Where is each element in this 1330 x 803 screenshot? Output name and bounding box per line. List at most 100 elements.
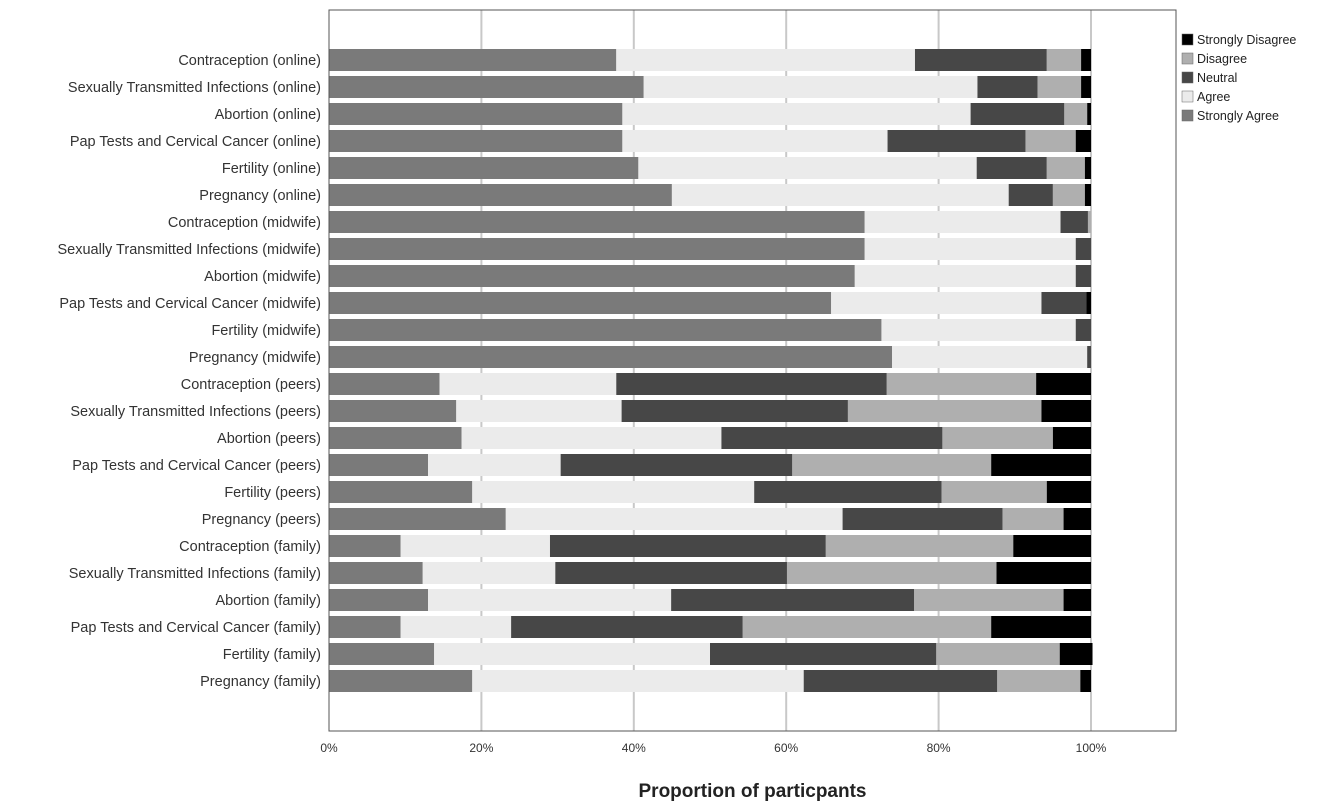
category-label: Sexually Transmitted Infections (peers)	[70, 404, 321, 420]
bar-segment-strongly-disagree	[1052, 427, 1091, 449]
legend-swatch	[1181, 90, 1194, 103]
legend-swatch	[1181, 71, 1194, 84]
bar-segment-strongly-agree	[329, 508, 506, 530]
bar-segment-strongly-agree	[329, 49, 617, 71]
bar-segment-disagree	[886, 373, 1037, 395]
category-label: Pregnancy (online)	[199, 188, 321, 204]
bar-segment-strongly-agree	[329, 346, 893, 368]
category-label: Pap Tests and Cervical Cancer (midwife)	[59, 296, 321, 312]
bar-segment-neutral	[1087, 346, 1091, 368]
legend-label: Strongly Disagree	[1197, 33, 1296, 47]
category-label: Fertility (midwife)	[211, 323, 321, 339]
bar-segment-disagree	[1002, 508, 1064, 530]
x-tick-label: 0%	[320, 741, 338, 755]
bar-segment-disagree	[1087, 211, 1091, 233]
bar-segment-agree	[472, 481, 755, 503]
bar-segment-agree	[864, 211, 1061, 233]
bar-segment-neutral	[1041, 292, 1087, 314]
bar-segment-agree	[616, 49, 915, 71]
bar-segment-strongly-disagree	[1013, 535, 1091, 557]
bar-segment-agree	[434, 643, 710, 665]
category-label: Abortion (peers)	[217, 431, 321, 447]
bar-segment-neutral	[754, 481, 942, 503]
bar-segment-disagree	[825, 535, 1014, 557]
bar-segment-strongly-agree	[329, 292, 832, 314]
bar-segment-strongly-agree	[329, 454, 429, 476]
bar-segment-neutral	[1075, 265, 1091, 287]
legend-label: Agree	[1197, 90, 1230, 104]
x-tick-labels: 0% 20% 40% 60% 80% 100%	[320, 741, 1106, 755]
category-label: Contraception (peers)	[181, 377, 321, 393]
bar-segment-strongly-disagree	[1080, 670, 1091, 692]
bar-segment-strongly-disagree	[1087, 103, 1091, 125]
bar-segment-disagree	[792, 454, 992, 476]
legend-label: Strongly Agree	[1197, 109, 1279, 123]
bar-segment-strongly-disagree	[1063, 589, 1091, 611]
bar-segment-agree	[422, 562, 556, 584]
bar-segment-strongly-agree	[329, 184, 672, 206]
bar-segment-agree	[638, 157, 977, 179]
bar-segment-strongly-disagree	[1084, 184, 1091, 206]
bar-segment-agree	[671, 184, 1009, 206]
bar-segment-strongly-agree	[329, 481, 473, 503]
bar-segment-strongly-disagree	[1041, 400, 1091, 422]
bar-segment-agree	[439, 373, 617, 395]
bar-segment-disagree	[786, 562, 997, 584]
bar-segment-disagree	[997, 670, 1081, 692]
bar-segment-agree	[622, 103, 971, 125]
category-label: Pregnancy (peers)	[202, 512, 321, 528]
bar-segment-disagree	[1025, 130, 1076, 152]
bar-segment-strongly-agree	[329, 103, 623, 125]
bar-segment-strongly-disagree	[1036, 373, 1091, 395]
legend-swatch	[1181, 109, 1194, 122]
x-tick-label: 40%	[622, 741, 646, 755]
category-label: Abortion (family)	[215, 593, 321, 609]
category-label: Abortion (online)	[215, 107, 321, 123]
bar-segment-strongly-disagree	[996, 562, 1091, 584]
bar-segment-disagree	[847, 400, 1042, 422]
bar-segment-disagree	[1052, 184, 1085, 206]
category-label: Pregnancy (midwife)	[189, 350, 321, 366]
legend: Strongly Disagree Disagree Neutral Agree Str…	[1181, 33, 1296, 123]
bar-segment-neutral	[555, 562, 787, 584]
bar-segment-agree	[428, 454, 561, 476]
category-label: Sexually Transmitted Infections (online)	[68, 80, 321, 96]
x-tick-label: 20%	[469, 741, 493, 755]
bar-segment-neutral	[803, 670, 998, 692]
bar-segment-neutral	[710, 643, 937, 665]
bar-segment-agree	[622, 130, 888, 152]
bar-segment-neutral	[1075, 238, 1091, 260]
bar-segment-strongly-agree	[329, 616, 401, 638]
bar-segment-strongly-disagree	[991, 616, 1091, 638]
bar-segment-neutral	[511, 616, 743, 638]
bar-segment-agree	[461, 427, 722, 449]
bar-segment-neutral	[914, 49, 1047, 71]
bar-segment-disagree	[914, 589, 1064, 611]
category-label: Contraception (online)	[178, 53, 321, 69]
bar-segment-strongly-agree	[329, 427, 462, 449]
bar-segment-agree	[892, 346, 1088, 368]
category-label: Abortion (midwife)	[204, 269, 321, 285]
bar-segment-agree	[643, 76, 978, 98]
bar-segment-neutral	[976, 157, 1047, 179]
category-label: Sexually Transmitted Infections (midwife…	[57, 242, 321, 258]
bar-segment-strongly-disagree	[1063, 508, 1091, 530]
bar-segment-strongly-disagree	[991, 454, 1091, 476]
bar-segment-strongly-disagree	[1059, 643, 1093, 665]
bar-segment-disagree	[742, 616, 992, 638]
bar-segment-strongly-agree	[329, 400, 457, 422]
bar-segment-neutral	[977, 76, 1038, 98]
category-label: Contraception (midwife)	[168, 215, 321, 231]
bar-segment-neutral	[560, 454, 793, 476]
bar-segment-strongly-agree	[329, 319, 882, 341]
bar-segment-disagree	[936, 643, 1060, 665]
bar-segment-strongly-agree	[329, 211, 865, 233]
category-label: Fertility (peers)	[224, 485, 321, 501]
bar-segment-strongly-agree	[329, 562, 423, 584]
bars	[329, 49, 1093, 692]
bar-segment-agree	[881, 319, 1076, 341]
bar-segment-disagree	[1064, 103, 1088, 125]
bar-segment-strongly-disagree	[1081, 49, 1091, 71]
x-tick-label: 80%	[927, 741, 951, 755]
bar-segment-neutral	[887, 130, 1026, 152]
